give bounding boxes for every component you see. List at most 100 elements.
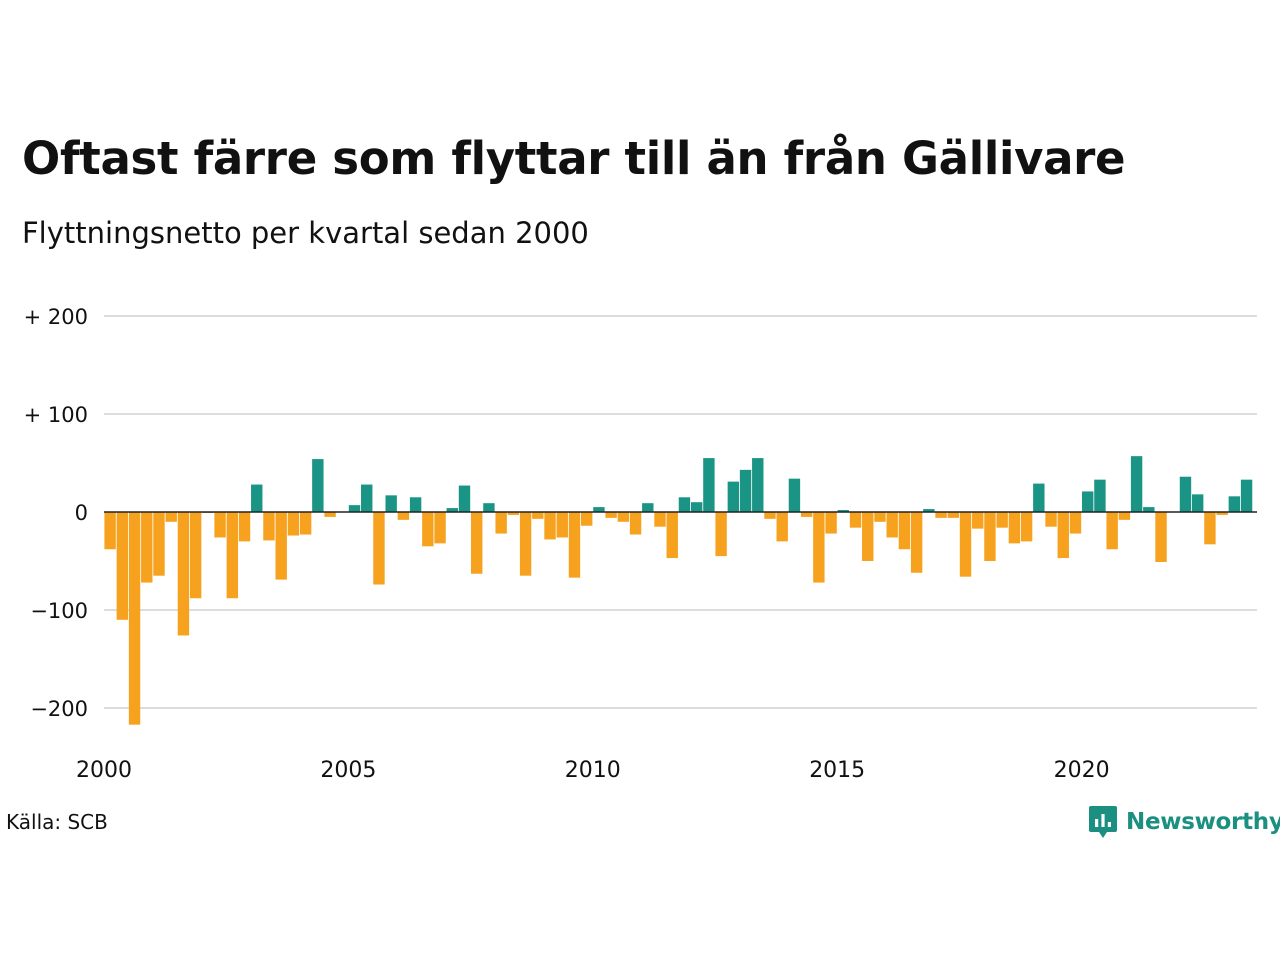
- bar-q63: [862, 512, 874, 561]
- y-tick-label: + 100: [24, 403, 88, 427]
- bar-q92: [1216, 512, 1228, 515]
- bar-q19: [324, 512, 336, 517]
- bar-q26: [409, 497, 422, 512]
- bar-q17: [299, 512, 312, 535]
- bar-q90: [1191, 494, 1204, 512]
- bar-q31: [471, 512, 483, 574]
- bar-q76: [1020, 512, 1033, 542]
- bar-chart: + 200 + 100 0 −100 −200 2000 2005 2010 2015 2020: [24, 305, 1257, 783]
- bar-q28: [434, 512, 446, 544]
- x-tick-labels: 2000 2005 2010 2015 2020: [76, 758, 1110, 783]
- grid-layer: [104, 315, 1257, 709]
- bar-q80: [1069, 512, 1082, 534]
- bar-q1: [104, 512, 116, 550]
- bar-q56: [776, 512, 788, 542]
- bar-q54: [752, 458, 764, 512]
- bar-q70: [947, 512, 959, 518]
- chart-subtitle: Flyttningsnetto per kvartal sedan 2000: [22, 216, 589, 250]
- bar-q65: [886, 512, 898, 538]
- bar-q62: [849, 512, 862, 528]
- bar-q45: [642, 503, 654, 512]
- bar-q42: [605, 512, 617, 518]
- bar-q7: [177, 512, 190, 636]
- bar-q16: [287, 512, 300, 536]
- bar-q69: [935, 512, 947, 518]
- bar-q73: [984, 512, 996, 561]
- bar-q86: [1143, 507, 1155, 512]
- bar-q32: [483, 503, 495, 512]
- bar-q21: [348, 505, 361, 512]
- bar-q25: [397, 512, 410, 520]
- bar-q60: [825, 512, 837, 534]
- bar-q89: [1179, 476, 1192, 512]
- newsworthy-logo: Newsworthy: [1088, 804, 1280, 840]
- bar-q39: [568, 512, 581, 578]
- bar-q75: [1008, 512, 1021, 544]
- bar-q29: [446, 508, 458, 512]
- bar-q74: [996, 512, 1008, 528]
- bar-q50: [703, 458, 715, 512]
- bar-q18: [312, 459, 324, 512]
- bar-q15: [275, 512, 287, 580]
- x-tick-label: 2000: [76, 758, 132, 783]
- bar-q37: [544, 512, 556, 540]
- bar-q40: [580, 512, 593, 526]
- bar-q82: [1094, 479, 1106, 512]
- bar-q68: [923, 509, 935, 512]
- bar-q59: [813, 512, 825, 583]
- bar-q44: [629, 512, 642, 535]
- bar-q27: [422, 512, 434, 547]
- bar-q94: [1240, 479, 1253, 512]
- bar-q83: [1106, 512, 1118, 550]
- brand-name: Newsworthy: [1126, 809, 1280, 835]
- bar-q13: [251, 484, 263, 512]
- bar-q64: [874, 512, 886, 522]
- bar-q36: [532, 512, 544, 519]
- bar-q67: [910, 512, 923, 573]
- bar-q58: [800, 512, 813, 517]
- chart-title: Oftast färre som flyttar till än från Gä…: [22, 132, 1126, 185]
- y-tick-labels: + 200 + 100 0 −100 −200: [24, 305, 88, 721]
- bar-q2: [116, 512, 129, 620]
- bar-q72: [972, 512, 984, 529]
- bar-q52: [727, 481, 740, 512]
- bar-q12: [238, 512, 251, 542]
- x-tick-label: 2020: [1054, 758, 1110, 783]
- bar-q46: [654, 512, 666, 527]
- y-tick-label: 0: [75, 501, 88, 525]
- bar-q41: [593, 507, 605, 512]
- bar-q53: [739, 469, 752, 512]
- bar-q4: [141, 512, 153, 583]
- bar-q3: [128, 512, 141, 725]
- bar-layer: [104, 456, 1253, 725]
- bar-q34: [507, 512, 520, 515]
- bar-q24: [385, 495, 397, 512]
- bar-q10: [214, 512, 226, 538]
- newsworthy-logo-icon: [1089, 806, 1117, 838]
- bar-q79: [1057, 512, 1069, 559]
- bar-q33: [495, 512, 507, 534]
- bar-q11: [226, 512, 239, 599]
- bar-q78: [1045, 512, 1057, 527]
- y-tick-label: + 200: [24, 305, 88, 329]
- source-note: Källa: SCB: [6, 810, 108, 834]
- bar-q14: [263, 512, 275, 541]
- bar-q22: [361, 484, 373, 512]
- bar-q49: [690, 502, 703, 512]
- bar-q91: [1204, 512, 1216, 545]
- bar-q93: [1228, 496, 1241, 512]
- bar-q84: [1118, 512, 1131, 520]
- bar-q47: [666, 512, 678, 559]
- bar-q77: [1033, 483, 1045, 512]
- bar-q55: [764, 512, 776, 519]
- bar-q61: [837, 510, 850, 512]
- bar-q85: [1130, 456, 1143, 512]
- bar-q38: [556, 512, 568, 538]
- x-tick-label: 2005: [320, 758, 376, 783]
- x-tick-label: 2010: [565, 758, 621, 783]
- bar-q66: [898, 512, 911, 550]
- bar-q51: [715, 512, 727, 557]
- bar-q87: [1155, 512, 1167, 562]
- bar-q30: [458, 485, 471, 512]
- x-tick-label: 2015: [809, 758, 865, 783]
